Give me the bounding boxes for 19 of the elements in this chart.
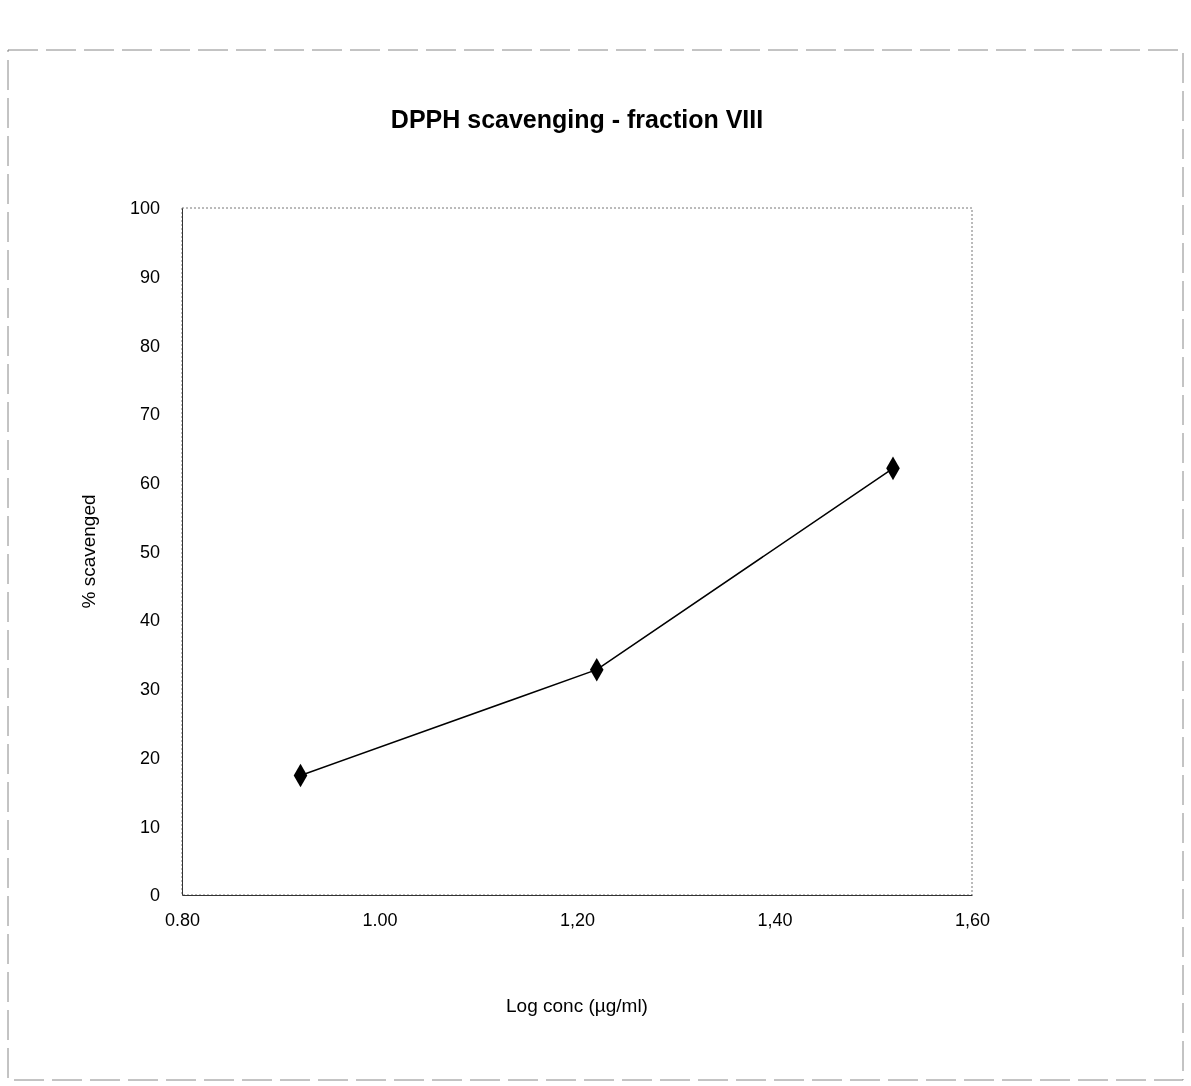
- y-tick-label: 60: [139, 473, 160, 494]
- y-tick-label: 10: [139, 816, 160, 837]
- y-tick-label: 50: [139, 541, 160, 562]
- y-tick-label: 90: [139, 266, 160, 287]
- x-axis-title: Log conc (µg/ml): [506, 995, 648, 1016]
- y-tick-label: 30: [139, 679, 160, 700]
- x-tick-label: 1,60: [954, 909, 991, 930]
- y-tick-label: 100: [129, 198, 160, 219]
- y-tick-label: 0: [149, 885, 160, 906]
- x-tick-label: 1,40: [757, 909, 793, 930]
- chart-title: DPPH scavenging - fraction VIII: [390, 105, 764, 133]
- y-tick-label: 20: [139, 747, 160, 768]
- x-tick-label: 1.00: [362, 909, 398, 930]
- y-tick-label: 80: [139, 335, 160, 356]
- x-tick-label: 0.80: [164, 909, 201, 930]
- y-tick-label: 40: [139, 610, 160, 631]
- x-tick-label: 1,20: [559, 909, 596, 930]
- y-axis-title: % scavenged: [78, 494, 99, 609]
- y-tick-label: 70: [139, 404, 160, 425]
